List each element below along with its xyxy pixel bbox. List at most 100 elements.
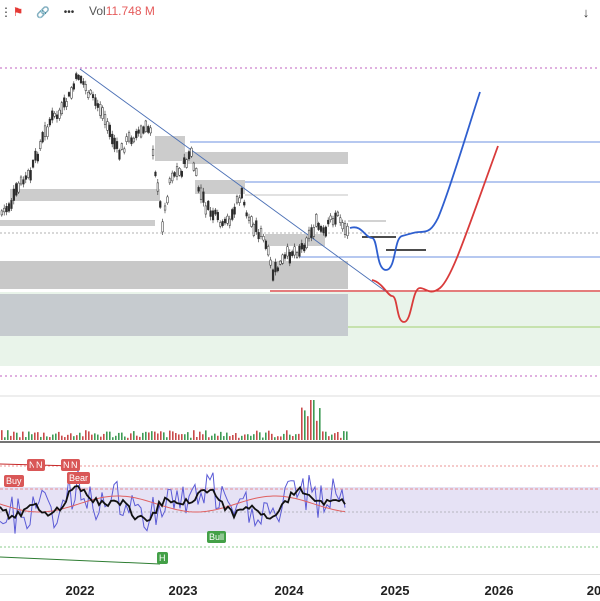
volume-bar — [268, 430, 270, 440]
volume-bar — [115, 435, 117, 440]
candle-body — [291, 251, 294, 256]
volume-bar — [253, 434, 255, 440]
candle-body — [113, 137, 116, 150]
candle-body — [336, 211, 339, 216]
candle-body — [51, 110, 54, 121]
candle-body — [103, 114, 107, 125]
candle-body — [252, 223, 255, 236]
volume-bar — [304, 410, 306, 440]
candle-body — [118, 149, 121, 160]
candle-body — [135, 130, 138, 139]
volume-bar — [214, 433, 216, 440]
candle-body — [226, 215, 229, 224]
candle-body — [274, 261, 277, 273]
more-dots-icon[interactable]: ⋮ — [0, 5, 12, 19]
candle-body — [214, 209, 217, 215]
volume-bar — [154, 431, 156, 440]
price-chart-canvas[interactable] — [0, 24, 600, 574]
candle-body — [204, 205, 207, 215]
candle-body — [31, 159, 35, 168]
candle-body — [195, 168, 198, 176]
volume-bar — [313, 400, 315, 440]
candle-body — [276, 267, 279, 272]
candle-body — [77, 74, 80, 80]
candle-body — [171, 172, 174, 182]
volume-bar — [4, 437, 6, 440]
candle-body — [303, 244, 306, 252]
candle-body — [346, 225, 349, 236]
volume-bar — [112, 437, 114, 440]
candle-body — [10, 200, 13, 209]
candle-body — [115, 141, 119, 149]
volume-bar — [67, 434, 69, 440]
volume-bar — [130, 433, 132, 440]
volume-bar — [166, 437, 168, 440]
oscillator-band — [0, 487, 600, 533]
volume-bar — [295, 434, 297, 440]
volume-bar — [46, 436, 48, 440]
candle-body — [197, 187, 200, 192]
candle-body — [286, 246, 289, 257]
gray-zone-4 — [10, 189, 160, 201]
volume-bar — [235, 433, 237, 440]
candle-body — [343, 223, 347, 235]
volume-bar — [196, 437, 198, 440]
volume-bar — [142, 432, 144, 440]
candle-body — [60, 102, 63, 115]
volume-bar — [181, 434, 183, 440]
volume-bar — [160, 431, 162, 440]
candle-body — [310, 227, 313, 239]
candle-body — [228, 218, 231, 226]
volume-bar — [37, 432, 39, 440]
candle-body — [29, 170, 32, 181]
flag-icon[interactable]: ⚑ — [12, 5, 24, 19]
oscillator-signal-line — [0, 495, 346, 513]
candle-body — [149, 127, 152, 134]
candle-body — [55, 114, 59, 119]
volume-bar — [151, 431, 153, 440]
year-label-2024: 2024 — [274, 583, 304, 598]
volume-bar — [55, 433, 57, 440]
candle-body — [283, 254, 287, 259]
volume-bar — [226, 432, 228, 440]
volume-label: Vol — [89, 4, 106, 18]
volume-bar — [43, 432, 45, 440]
volume-bar — [208, 437, 210, 440]
volume-bar — [97, 434, 99, 440]
volume-bar — [322, 431, 324, 440]
volume-bar — [289, 434, 291, 440]
scroll-down-arrow-icon[interactable]: ↓ — [582, 4, 590, 20]
candle-body — [89, 89, 92, 95]
candle-body — [190, 147, 193, 157]
volume-bar — [34, 432, 36, 440]
candle-body — [79, 76, 83, 84]
candle-body — [185, 159, 188, 168]
volume-bar — [82, 436, 84, 440]
volume-bar — [28, 431, 30, 440]
volume-bar — [337, 431, 339, 440]
more-horizontal-icon[interactable]: ••• — [63, 6, 75, 18]
candle-body — [39, 141, 42, 149]
volume-bar — [49, 437, 51, 440]
candle-body — [322, 227, 325, 234]
volume-bar — [292, 436, 294, 440]
candle-body — [240, 188, 243, 199]
candlestick-series — [0, 71, 349, 282]
candle-body — [156, 182, 159, 192]
volume-bar — [298, 433, 300, 440]
candle-body — [22, 179, 25, 185]
candle-body — [151, 148, 155, 156]
year-label-cut: 20 — [586, 583, 600, 598]
volume-bar — [334, 433, 336, 440]
volume-bar — [280, 436, 282, 440]
red-projection-path — [371, 145, 499, 323]
candle-body — [223, 218, 227, 224]
candle-body — [216, 212, 219, 221]
volume-bar — [124, 436, 126, 440]
volume-bar — [241, 435, 243, 440]
candle-body — [87, 92, 90, 98]
link-icon[interactable]: 🔗 — [36, 6, 50, 19]
buy-tag: Buy — [4, 475, 24, 487]
time-axis[interactable]: 2022 2023 2024 2025 2026 20 — [0, 574, 600, 601]
candle-body — [144, 120, 147, 132]
